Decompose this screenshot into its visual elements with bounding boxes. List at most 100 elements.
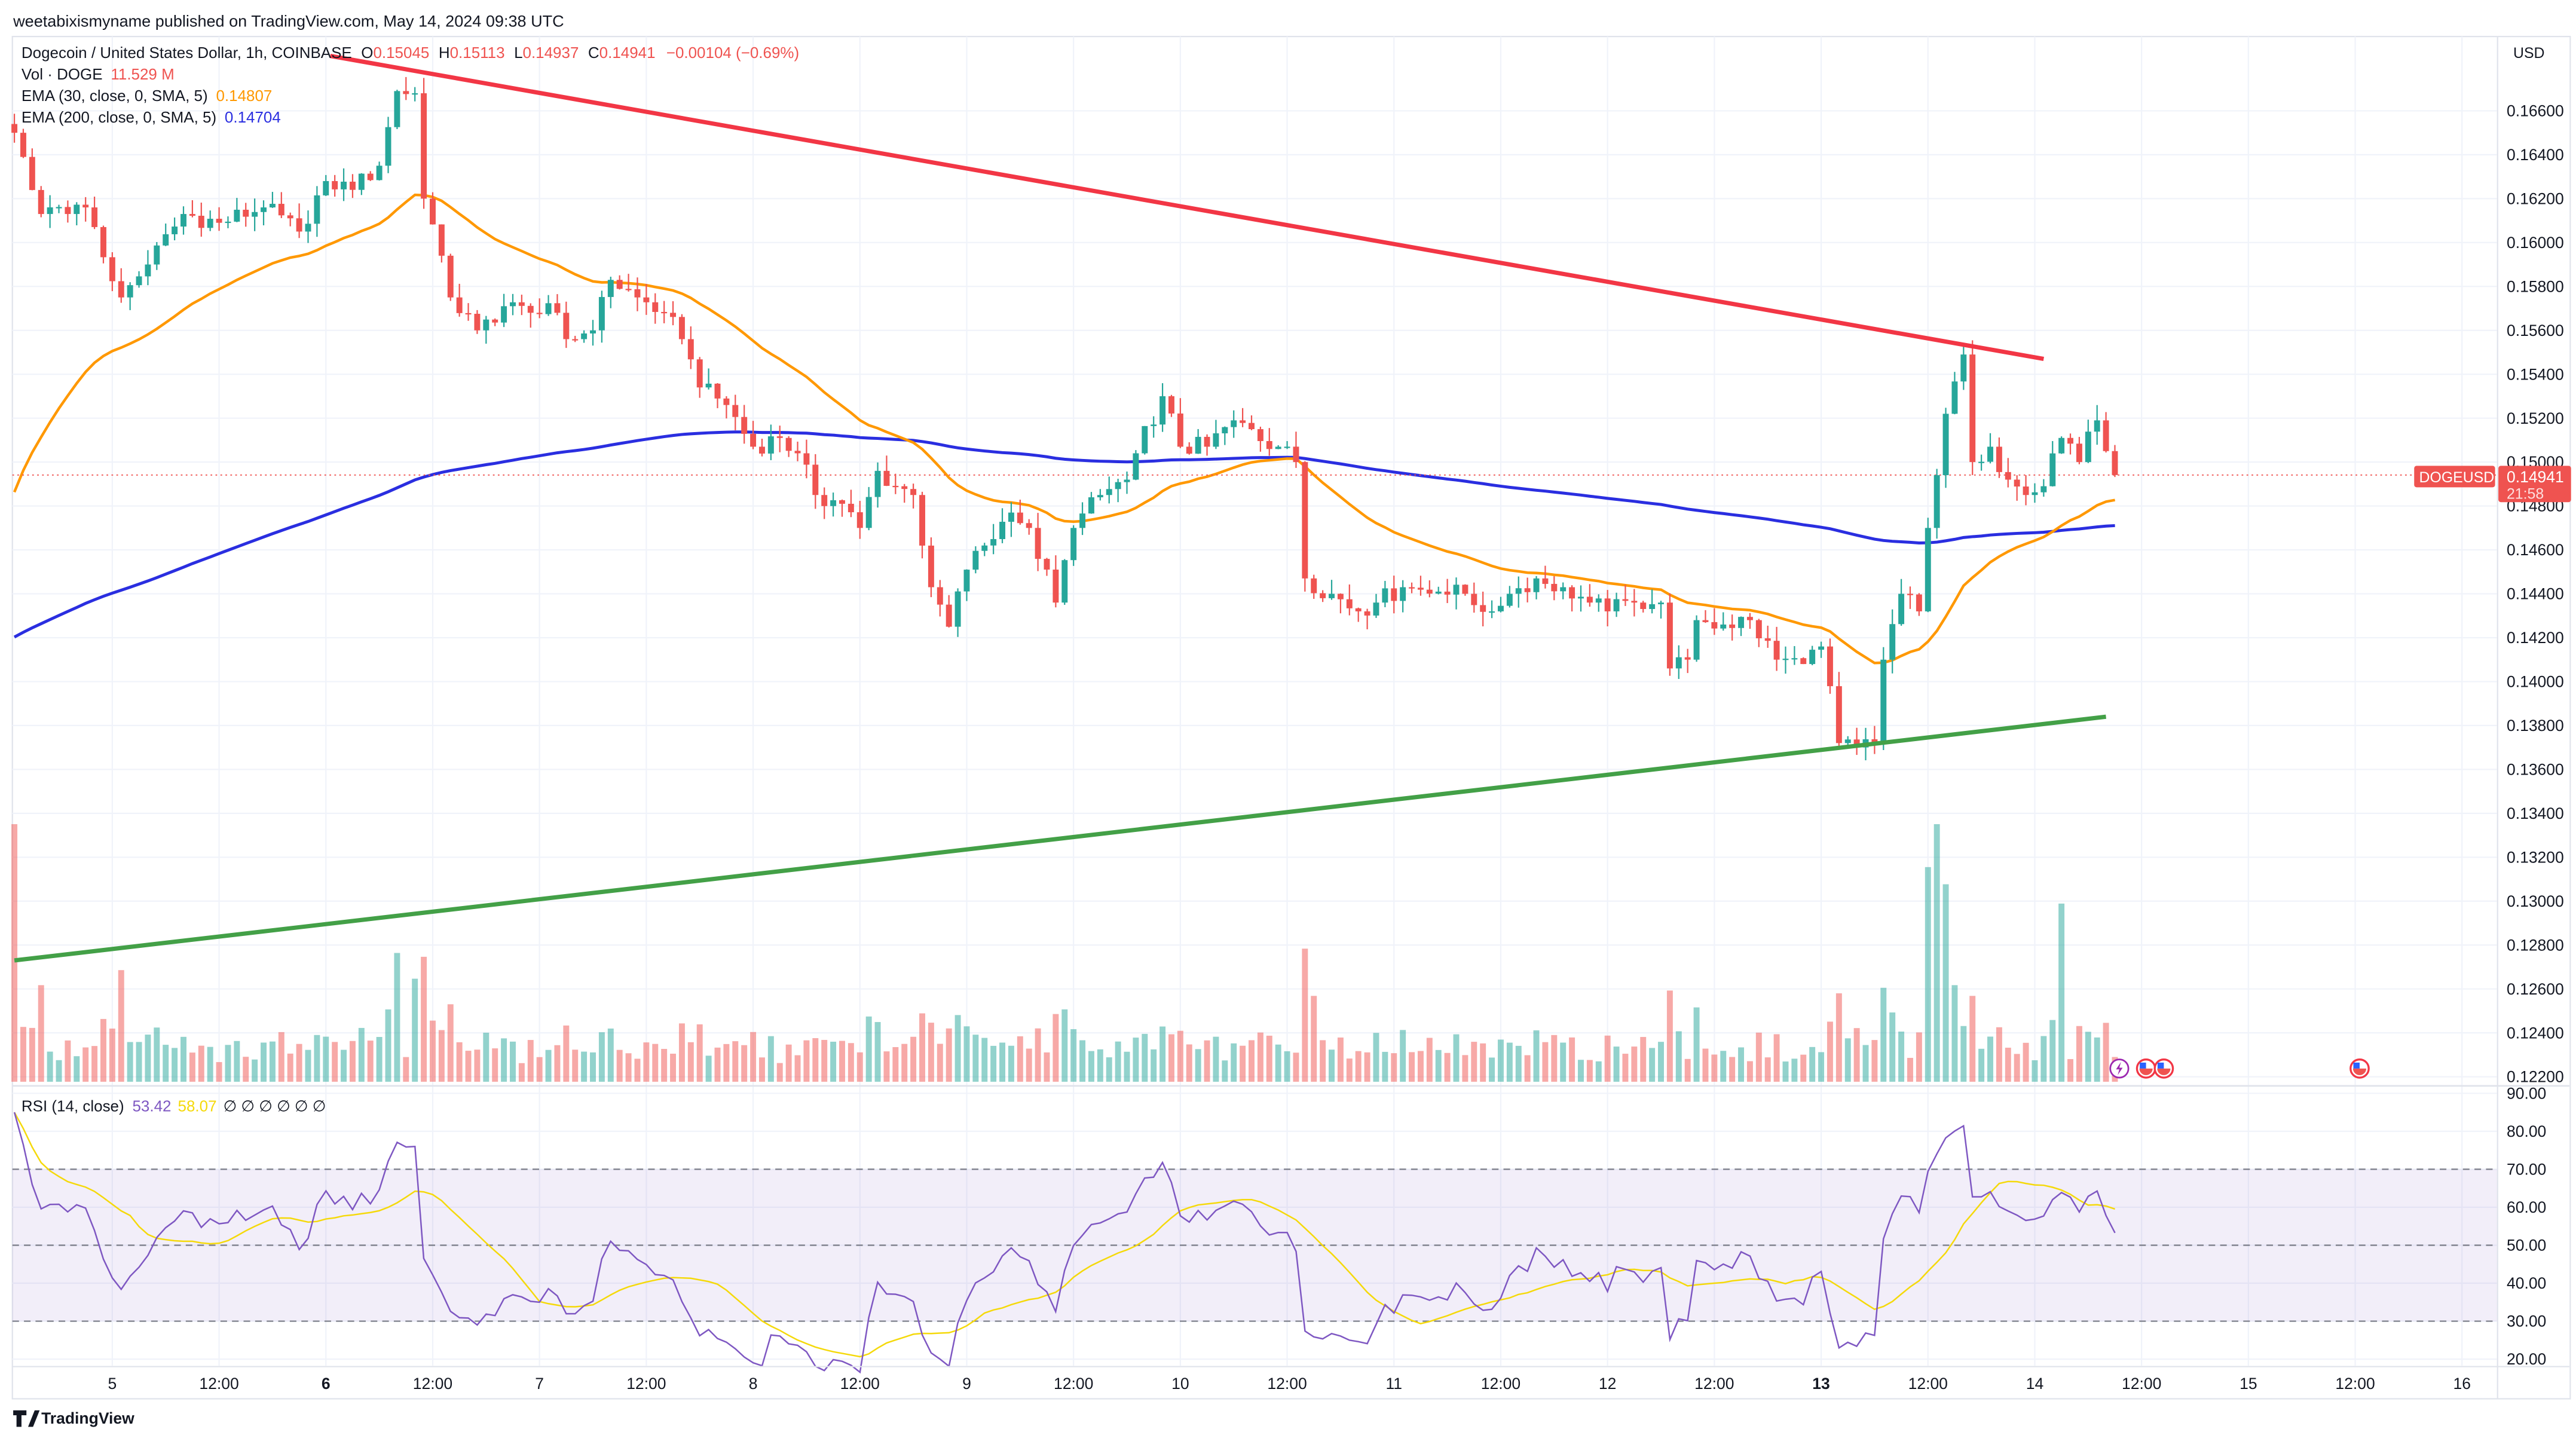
candle-body[interactable] [1168, 396, 1174, 414]
candle-body[interactable] [1480, 605, 1486, 612]
candle-body[interactable] [349, 181, 356, 190]
candle-body[interactable] [1951, 381, 1958, 414]
candle-body[interactable] [1088, 497, 1094, 514]
candle-body[interactable] [536, 313, 543, 314]
candle-body[interactable] [1889, 624, 1896, 660]
candle-body[interactable] [776, 436, 783, 438]
candle-body[interactable] [1880, 659, 1887, 743]
legend-rsi[interactable]: RSI (14, close) 53.42 58.07 ∅ ∅ ∅ ∅ ∅ ∅ [22, 1097, 326, 1115]
candle-body[interactable] [1231, 420, 1237, 427]
candle-body[interactable] [883, 470, 890, 486]
candle-body[interactable] [1898, 593, 1905, 625]
rsi-axis[interactable]: 90.00 80.00 70.00 60.00 50.00 40.00 30.00 20.00 [2507, 1084, 2546, 1368]
candle-body[interactable] [705, 383, 712, 388]
candle-body[interactable] [1391, 588, 1397, 601]
candle-body[interactable] [2049, 453, 2056, 486]
candle-body[interactable] [358, 173, 365, 190]
candle-body[interactable] [1346, 599, 1353, 608]
candle-body[interactable] [687, 339, 694, 360]
candle-body[interactable] [2103, 420, 2109, 451]
candle-body[interactable] [910, 489, 917, 495]
candle-body[interactable] [438, 224, 445, 256]
candle-body[interactable] [1257, 429, 1263, 441]
candle-body[interactable] [1542, 578, 1549, 584]
candle-body[interactable] [1266, 440, 1272, 449]
candle-body[interactable] [1329, 593, 1335, 598]
candle-body[interactable] [136, 276, 142, 286]
support-trendline[interactable] [14, 714, 2107, 963]
candle-body[interactable] [1177, 413, 1183, 447]
candle-body[interactable] [492, 319, 498, 323]
candle-body[interactable] [625, 289, 632, 290]
candle-body[interactable] [1417, 588, 1424, 590]
candle-body[interactable] [1560, 587, 1567, 592]
candle-body[interactable] [856, 512, 863, 528]
candle-body[interactable] [1916, 594, 1922, 611]
candle-body[interactable] [937, 587, 943, 605]
candle-body[interactable] [1987, 446, 1993, 462]
candle-body[interactable] [11, 124, 18, 133]
candle-body[interactable] [394, 91, 400, 127]
candle-body[interactable] [1026, 523, 1032, 528]
candle-body[interactable] [2067, 437, 2073, 444]
legend-ema30[interactable]: EMA (30, close, 0, SMA, 5) 0.14807 [22, 87, 272, 105]
candle-body[interactable] [296, 218, 302, 232]
candle-body[interactable] [1907, 593, 1913, 595]
candle-body[interactable] [901, 486, 908, 489]
candle-body[interactable] [1658, 602, 1664, 604]
candle-body[interactable] [1204, 436, 1210, 447]
candle-body[interactable] [421, 93, 427, 199]
candle-body[interactable] [225, 221, 231, 224]
candle-body[interactable] [1426, 589, 1433, 594]
candle-body[interactable] [180, 214, 186, 227]
candle-body[interactable] [821, 495, 828, 506]
candle-body[interactable] [1462, 585, 1468, 594]
candle-body[interactable] [465, 313, 472, 315]
legend-volume[interactable]: Vol · DOGE 11.529 M [22, 65, 175, 83]
candle-body[interactable] [189, 214, 195, 216]
candle-body[interactable] [928, 545, 934, 588]
candle-body[interactable] [527, 305, 534, 313]
candle-body[interactable] [865, 497, 872, 528]
candle-body[interactable] [518, 302, 525, 306]
candle-body[interactable] [1933, 475, 1940, 528]
candle-body[interactable] [972, 550, 979, 570]
candle-body[interactable] [1720, 624, 1727, 629]
candle-body[interactable] [2112, 451, 2118, 475]
candle-body[interactable] [261, 207, 267, 212]
currency-button[interactable]: USD [2499, 39, 2566, 66]
candle-body[interactable] [874, 470, 881, 497]
candle-body[interactable] [385, 127, 391, 166]
candle-body[interactable] [47, 207, 53, 215]
candle-body[interactable] [670, 313, 677, 317]
candle-body[interactable] [1738, 617, 1745, 628]
candle-body[interactable] [1444, 591, 1451, 595]
trendlines[interactable] [14, 54, 2107, 963]
candle-body[interactable] [1818, 646, 1825, 650]
candle-body[interactable] [1142, 426, 1148, 454]
candle-body[interactable] [1533, 578, 1540, 592]
candle-body[interactable] [1061, 560, 1068, 603]
candle-body[interactable] [127, 285, 133, 298]
candle-body[interactable] [198, 216, 204, 228]
candle-body[interactable] [1035, 528, 1041, 559]
candle-body[interactable] [2058, 437, 2065, 454]
candle-body[interactable] [1675, 657, 1682, 669]
candle-body[interactable] [1764, 638, 1771, 641]
candle-body[interactable] [501, 306, 507, 323]
candle-body[interactable] [581, 333, 588, 339]
candle-body[interactable] [1729, 624, 1736, 628]
candle-body[interactable] [1222, 427, 1228, 434]
candle-body[interactable] [1827, 646, 1833, 687]
candle-body[interactable] [643, 297, 650, 302]
candle-body[interactable] [1008, 512, 1014, 522]
candle-body[interactable] [1293, 446, 1299, 463]
candle-body[interactable] [1969, 354, 1976, 463]
candle-body[interactable] [1551, 583, 1558, 592]
candle-body[interactable] [563, 313, 570, 339]
candle-body[interactable] [1853, 739, 1860, 748]
candle-body[interactable] [794, 451, 801, 454]
candle-body[interactable] [1613, 599, 1620, 611]
candle-body[interactable] [767, 436, 774, 454]
legend-ema200[interactable]: EMA (200, close, 0, SMA, 5) 0.14704 [22, 108, 281, 126]
